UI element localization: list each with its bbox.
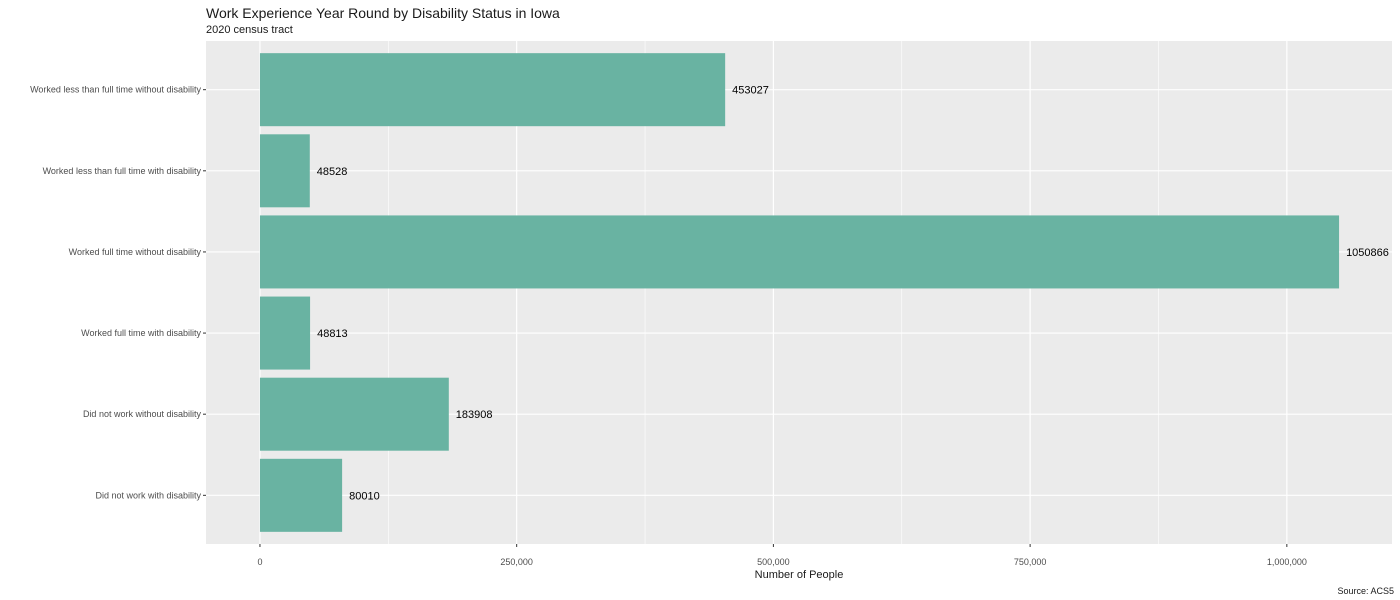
data-label: 1050866 xyxy=(1346,247,1389,259)
y-tick-label: Worked less than full time with disabili… xyxy=(43,166,202,176)
chart-title: Work Experience Year Round by Disability… xyxy=(206,5,560,21)
bar xyxy=(259,215,1340,289)
y-tick-label: Worked less than full time without disab… xyxy=(30,85,201,95)
x-tick-label: 750,000 xyxy=(1014,557,1047,567)
bar xyxy=(259,377,449,451)
x-axis-label: Number of People xyxy=(755,569,844,581)
data-label: 183908 xyxy=(456,409,493,421)
x-tick-label: 500,000 xyxy=(757,557,790,567)
y-tick-label: Worked full time with disability xyxy=(81,328,201,338)
y-tick-label: Did not work with disability xyxy=(95,490,201,500)
data-label: 80010 xyxy=(349,490,380,502)
bar xyxy=(259,53,726,127)
y-tick-label: Worked full time without disability xyxy=(69,247,202,257)
bar xyxy=(259,134,310,208)
x-tick-label: 1,000,000 xyxy=(1267,557,1307,567)
bar xyxy=(259,296,311,370)
data-label: 453027 xyxy=(732,85,769,97)
chart-subtitle: 2020 census tract xyxy=(206,24,293,36)
y-tick-label: Did not work without disability xyxy=(83,409,202,419)
data-label: 48528 xyxy=(317,166,348,178)
bar xyxy=(259,458,343,532)
data-label: 48813 xyxy=(317,328,348,340)
x-tick-label: 250,000 xyxy=(500,557,533,567)
x-tick-label: 0 xyxy=(257,557,262,567)
chart-caption: Source: ACS5 xyxy=(1337,586,1394,596)
